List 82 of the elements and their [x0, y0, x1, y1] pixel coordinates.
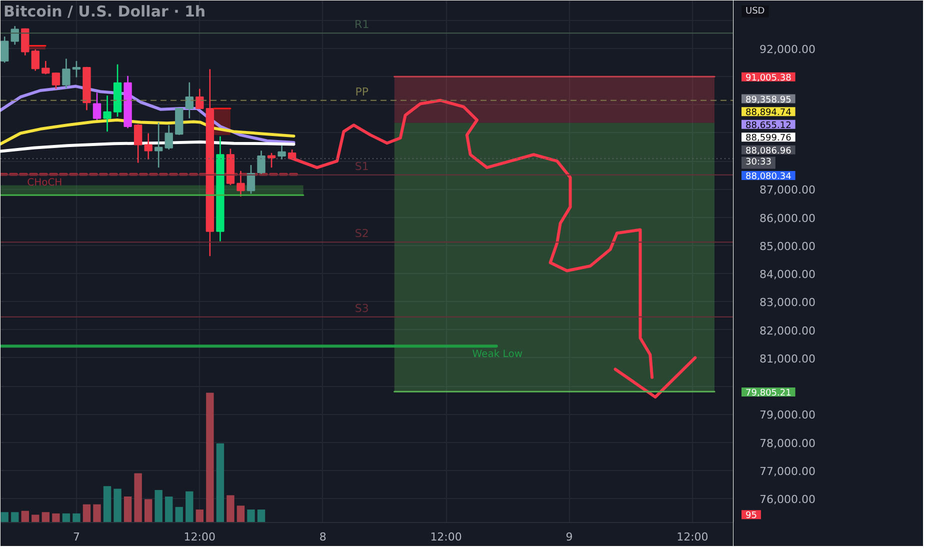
annotation: Weak Low — [472, 349, 523, 360]
candlestick — [10, 25, 19, 46]
bar — [175, 506, 183, 522]
candlestick — [154, 122, 163, 168]
ref-line-label: PP — [355, 85, 369, 98]
text: 88,086.96 — [746, 146, 792, 156]
y-tick-label: 87,000.00 — [760, 184, 816, 197]
text: 89,358.95 — [746, 95, 792, 106]
candlestick — [196, 88, 204, 110]
y-tick-label: 81,000.00 — [760, 352, 816, 366]
candlestick — [236, 170, 245, 198]
bar — [165, 496, 173, 522]
x-tick-label: 8 — [319, 530, 326, 544]
bar — [32, 514, 40, 522]
text: 88,080.34 — [746, 172, 792, 182]
candlestick — [164, 124, 173, 150]
bar — [247, 510, 255, 522]
x-tick-label: 9 — [566, 530, 573, 544]
ref-line-label: S2 — [354, 227, 369, 240]
y-tick-label: 77,000.00 — [760, 464, 816, 478]
bar — [21, 510, 29, 522]
bar — [144, 499, 152, 522]
bar — [72, 513, 80, 522]
bar — [134, 473, 142, 522]
bar — [0, 512, 8, 522]
candlestick — [92, 92, 102, 121]
bar — [52, 513, 60, 522]
candlestick — [72, 60, 81, 78]
candlestick — [144, 132, 152, 160]
candlestick — [62, 58, 70, 89]
candlestick — [52, 72, 60, 90]
candlestick — [0, 36, 9, 64]
x-tick-label: 12:00 — [676, 530, 708, 544]
bar — [42, 512, 50, 522]
text: 88,894.74 — [746, 108, 792, 118]
y-tick-label: 86,000.00 — [760, 212, 816, 225]
bar — [154, 490, 162, 522]
candlestick — [278, 144, 286, 160]
bar — [124, 496, 132, 522]
bar — [82, 504, 91, 522]
candlestick — [134, 124, 142, 164]
ref-line-label: S3 — [354, 302, 369, 315]
bar — [11, 512, 19, 522]
text: 95 — [746, 511, 757, 522]
y-tick-label: 82,000.00 — [760, 324, 816, 338]
bar — [114, 488, 122, 522]
y-tick-label: 85,000.00 — [760, 240, 816, 253]
bar — [196, 510, 204, 522]
candlestick — [42, 60, 50, 75]
bar — [93, 504, 101, 522]
x-tick-label: 7 — [72, 530, 80, 544]
y-tick-label: 76,000.00 — [760, 493, 816, 506]
bar — [62, 513, 70, 522]
candlestick — [257, 150, 266, 175]
annotation: CHoCH — [27, 177, 62, 188]
bar — [216, 443, 224, 522]
candlestick — [185, 82, 194, 119]
y-tick-label: 83,000.00 — [760, 296, 816, 310]
bar — [257, 510, 266, 522]
chart-title: Bitcoin / U.S. Dollar · 1h — [4, 2, 206, 20]
bar — [226, 495, 234, 522]
text: 91,005.38 — [746, 73, 792, 84]
bar — [186, 491, 194, 522]
y-tick-label: 78,000.00 — [760, 436, 816, 450]
candlestick — [103, 94, 112, 132]
text: 30:33 — [746, 158, 772, 168]
candlestick — [31, 48, 40, 72]
candlestick — [246, 164, 256, 194]
y-tick-label: 79,000.00 — [760, 408, 816, 422]
text: 88,599.76 — [746, 134, 792, 144]
y-tick-label: 84,000.00 — [760, 268, 816, 282]
bar — [206, 392, 214, 522]
text: 79,805.21 — [746, 388, 792, 399]
ref-line-label: S1 — [354, 160, 369, 173]
bar — [236, 506, 245, 522]
x-tick-label: 12:00 — [430, 530, 462, 544]
ref-line-label: R1 — [354, 18, 370, 32]
y-tick-label: 92,000.00 — [760, 43, 816, 56]
text: USD — [746, 6, 765, 16]
bar — [103, 486, 112, 522]
text: 88,655.12 — [746, 120, 792, 131]
x-tick-label: 12:00 — [184, 530, 216, 544]
